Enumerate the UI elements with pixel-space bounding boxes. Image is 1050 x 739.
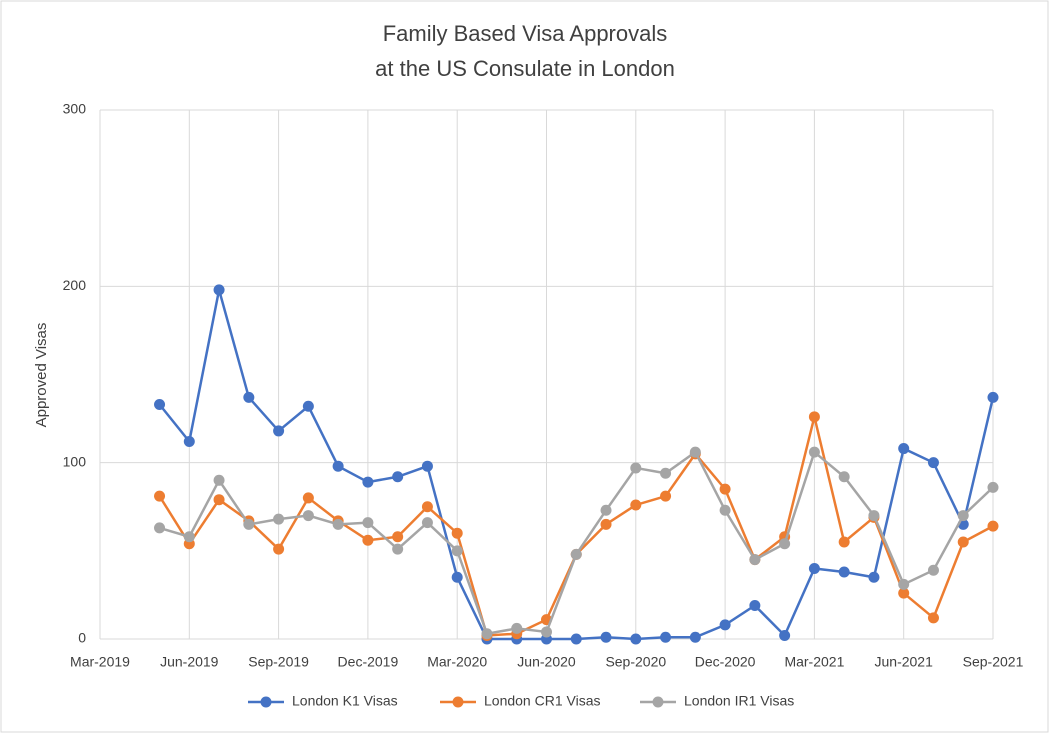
data-point — [392, 471, 404, 483]
y-axis-label: Approved Visas — [33, 323, 50, 428]
data-point — [779, 629, 791, 641]
x-tick-label: Mar-2019 — [70, 654, 130, 670]
data-point — [749, 554, 761, 566]
data-point — [630, 633, 642, 645]
x-tick-label: Jun-2019 — [160, 654, 219, 670]
data-point — [392, 531, 404, 543]
data-point — [302, 492, 314, 504]
data-point — [808, 562, 820, 574]
data-point — [183, 531, 195, 543]
data-point — [689, 631, 701, 643]
data-point — [808, 446, 820, 458]
data-point — [987, 391, 999, 403]
data-point — [570, 548, 582, 560]
data-point — [273, 513, 285, 525]
data-point — [213, 494, 225, 506]
data-point — [630, 462, 642, 474]
x-tick-label: Mar-2021 — [784, 654, 844, 670]
data-point — [808, 411, 820, 423]
data-point — [838, 471, 850, 483]
chart-subtitle: at the US Consulate in London — [375, 56, 675, 81]
x-tick-label: Jun-2020 — [517, 654, 576, 670]
data-point — [362, 534, 374, 546]
data-point — [957, 510, 969, 522]
data-point — [868, 571, 880, 583]
data-point — [421, 517, 433, 529]
data-point — [868, 510, 880, 522]
data-point — [451, 527, 463, 539]
data-point — [243, 518, 255, 530]
x-tick-label: Dec-2019 — [338, 654, 399, 670]
data-point — [332, 460, 344, 472]
data-point — [213, 474, 225, 486]
legend-marker — [452, 696, 464, 708]
x-tick-label: Sep-2019 — [248, 654, 309, 670]
data-point — [273, 425, 285, 437]
data-point — [243, 391, 255, 403]
chart-title: Family Based Visa Approvals — [383, 21, 668, 46]
data-point — [273, 543, 285, 555]
data-point — [749, 599, 761, 611]
legend-marker — [652, 696, 664, 708]
data-point — [898, 578, 910, 590]
data-point — [600, 631, 612, 643]
data-point — [213, 284, 225, 296]
x-tick-label: Mar-2020 — [427, 654, 487, 670]
data-point — [719, 483, 731, 495]
data-point — [838, 536, 850, 548]
data-point — [600, 504, 612, 516]
data-point — [719, 504, 731, 516]
data-point — [927, 564, 939, 576]
data-point — [541, 626, 552, 638]
data-point — [451, 571, 463, 583]
data-point — [898, 587, 910, 599]
data-point — [154, 398, 166, 410]
data-point — [154, 522, 166, 534]
x-tick-label: Sep-2020 — [605, 654, 666, 670]
data-point — [927, 612, 939, 624]
data-point — [154, 490, 166, 502]
data-point — [362, 476, 374, 488]
data-point — [987, 481, 999, 493]
data-point — [600, 518, 612, 530]
data-point — [689, 446, 701, 458]
data-point — [838, 566, 850, 578]
data-point — [451, 545, 463, 557]
data-point — [362, 517, 374, 529]
data-point — [957, 536, 969, 548]
data-point — [898, 443, 910, 455]
legend-marker — [260, 696, 272, 708]
data-point — [660, 490, 672, 502]
y-tick-label: 0 — [78, 630, 86, 646]
y-tick-label: 300 — [63, 101, 87, 117]
y-tick-label: 200 — [63, 277, 87, 293]
data-point — [421, 460, 433, 472]
data-point — [302, 510, 314, 522]
data-point — [719, 619, 731, 631]
data-point — [421, 501, 433, 513]
data-point — [570, 633, 582, 645]
legend-label: London CR1 Visas — [484, 693, 600, 709]
data-point — [779, 538, 791, 550]
data-point — [987, 520, 999, 532]
data-point — [392, 543, 404, 555]
data-point — [481, 628, 493, 640]
data-point — [927, 457, 939, 469]
y-tick-label: 100 — [63, 453, 87, 469]
x-tick-label: Sep-2021 — [963, 654, 1024, 670]
x-tick-label: Jun-2021 — [875, 654, 934, 670]
legend-label: London K1 Visas — [292, 693, 398, 709]
legend-label: London IR1 Visas — [684, 693, 794, 709]
data-point — [630, 499, 642, 511]
data-point — [332, 518, 344, 530]
data-point — [302, 400, 314, 412]
data-point — [183, 436, 195, 448]
data-point — [511, 622, 523, 634]
x-tick-label: Dec-2020 — [695, 654, 756, 670]
data-point — [660, 631, 672, 643]
data-point — [660, 467, 672, 479]
